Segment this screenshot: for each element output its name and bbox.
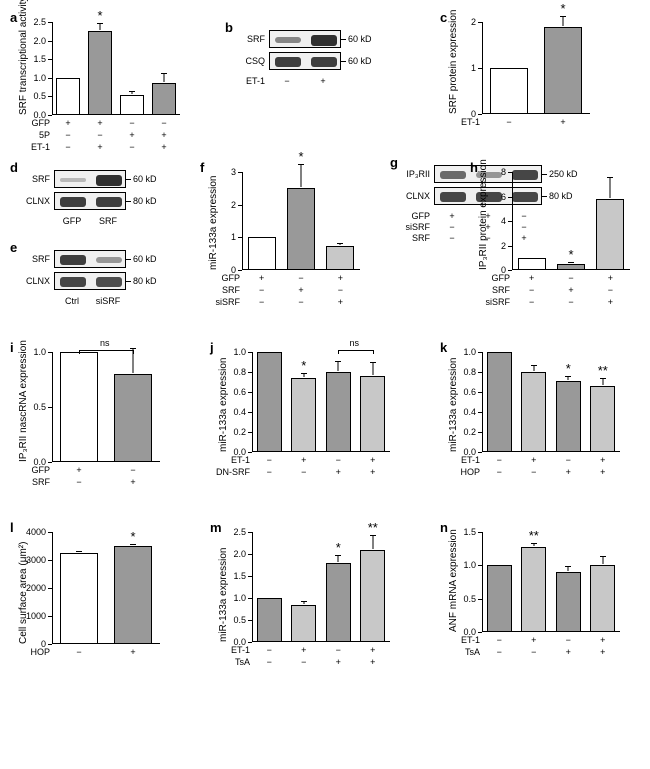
y-axis-label: SRF protein expression xyxy=(448,10,459,115)
panel-e: eSRF60 kDCLNX80 kDCtrlsiSRF xyxy=(10,240,190,310)
bar xyxy=(487,352,512,452)
panel-k: k0.00.20.40.60.81.0***miR-133a expressio… xyxy=(440,340,630,480)
y-axis-label: ANF mRNA expression xyxy=(448,529,459,632)
bar xyxy=(487,565,512,632)
blot-row xyxy=(54,170,126,188)
panel-h: h02468*IP₃RII protein expressionGFP+−+SR… xyxy=(470,160,640,310)
bar xyxy=(557,264,585,270)
panel-a: a0.00.51.01.52.02.5*SRF transcriptional … xyxy=(10,10,190,155)
panel-c: c012*SRF protein expressionET-1−+ xyxy=(440,10,600,130)
panel-label: l xyxy=(10,520,14,535)
panel-n: n0.00.51.01.5**ANF mRNA expressionET-1−+… xyxy=(440,520,630,660)
bar xyxy=(518,258,546,270)
bar xyxy=(120,95,143,115)
bar xyxy=(257,352,282,452)
panel-label: h xyxy=(470,160,478,175)
panel-d: dSRF60 kDCLNX80 kDGFPSRF xyxy=(10,160,190,230)
y-axis-label: miR-133a expression xyxy=(208,176,219,271)
bar xyxy=(114,374,153,462)
panel-label: n xyxy=(440,520,448,535)
bar xyxy=(556,572,581,632)
bar xyxy=(521,547,546,632)
panel-label: f xyxy=(200,160,204,175)
bar xyxy=(544,27,583,114)
panel-m: m0.00.51.01.52.02.5***miR-133a expressio… xyxy=(210,520,400,670)
bar xyxy=(60,553,99,644)
bar xyxy=(596,199,624,270)
bar xyxy=(490,68,529,114)
blot-row xyxy=(54,250,126,268)
bar xyxy=(56,78,79,115)
panel-label: k xyxy=(440,340,447,355)
bar xyxy=(291,378,316,452)
panel-label: a xyxy=(10,10,17,25)
panel-j: j0.00.20.40.60.81.0*nsmiR-133a expressio… xyxy=(210,340,400,480)
bar xyxy=(114,546,153,644)
y-axis-label: Cell surface area (μm²) xyxy=(18,542,29,644)
blot-row xyxy=(269,30,341,48)
y-axis-label: miR-133a expression xyxy=(218,358,229,453)
panel-label: c xyxy=(440,10,447,25)
blot-row xyxy=(54,192,126,210)
bar xyxy=(556,381,581,452)
bar xyxy=(60,352,99,462)
bar xyxy=(521,372,546,452)
y-axis-label: IP₃RII protein expression xyxy=(478,159,489,270)
bar xyxy=(88,31,111,115)
blot-row xyxy=(269,52,341,70)
bar xyxy=(590,565,615,632)
blot-row xyxy=(54,272,126,290)
y-axis-label: miR-133a expression xyxy=(218,548,229,643)
y-axis-label: IP₃RII nascRNA expression xyxy=(18,340,29,462)
bar xyxy=(326,246,354,270)
bar xyxy=(360,550,385,642)
bar xyxy=(291,605,316,642)
bar xyxy=(287,188,315,270)
bar xyxy=(360,376,385,452)
panel-f: f0123*miR-133a expressionGFP+−+SRF−+−siS… xyxy=(200,160,370,310)
bar xyxy=(248,237,276,270)
panel-label: i xyxy=(10,340,14,355)
bar xyxy=(326,563,351,642)
bar xyxy=(152,83,175,115)
panel-label: j xyxy=(210,340,214,355)
panel-b: bSRF60 kDCSQ60 kDET-1−+ xyxy=(225,20,395,100)
y-axis-label: SRF transcriptional activity xyxy=(18,0,29,115)
bar xyxy=(257,598,282,642)
y-axis-label: miR-133a expression xyxy=(448,358,459,453)
panel-l: l01000200030004000*Cell surface area (μm… xyxy=(10,520,170,660)
bar xyxy=(590,386,615,452)
bar xyxy=(326,372,351,452)
panel-i: i0.00.51.0nsIP₃RII nascRNA expressionGFP… xyxy=(10,340,170,490)
